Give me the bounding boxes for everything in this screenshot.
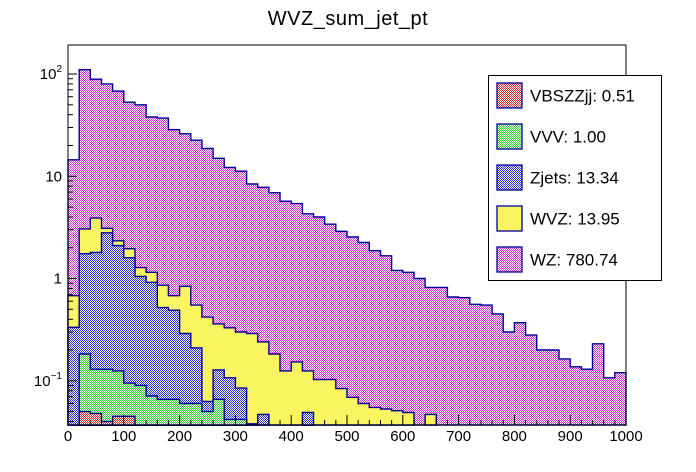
legend-label-VVV: VVV: 1.00	[530, 128, 606, 147]
x-tick-label: 800	[502, 428, 527, 445]
legend-label-VBSZZjj: VBSZZjj: 0.51	[530, 87, 635, 106]
legend-label-WZ: WZ: 780.74	[530, 251, 618, 270]
series-VBSZZjj	[78, 410, 136, 426]
legend-entry-WZ: WZ: 780.74	[496, 246, 618, 273]
x-axis: 0 100 200 300 400 500 600 700 800 900 1000	[64, 415, 643, 445]
x-tick-label: 1000	[609, 428, 642, 445]
series-WVZ-shape	[424, 413, 437, 426]
legend-swatch-Zjets	[496, 164, 523, 191]
series-VBSZZjj-shape	[78, 410, 136, 426]
legend-entry-VBSZZjj: VBSZZjj: 0.51	[496, 82, 635, 109]
x-tick-label: 600	[390, 428, 415, 445]
x-tick-label: 900	[558, 428, 583, 445]
x-tick-label: 0	[64, 428, 72, 445]
y-axis: 102 10 1 10−1	[34, 64, 77, 422]
legend-label-WVZ: WVZ: 13.95	[530, 210, 620, 229]
series-Zjets-shape	[301, 411, 315, 426]
y-tick-label: 1	[54, 271, 62, 288]
legend-entry-WVZ: WVZ: 13.95	[496, 205, 620, 232]
x-tick-label: 200	[167, 428, 192, 445]
x-tick-label: 500	[334, 428, 359, 445]
x-tick-label: 400	[279, 428, 304, 445]
y-tick-label: 102	[40, 64, 63, 83]
plot-title: WVZ_sum_jet_pt	[267, 8, 429, 30]
series-VVV-shape	[78, 353, 248, 426]
legend-swatch-WZ	[496, 246, 523, 273]
x-tick-label: 300	[223, 428, 248, 445]
x-tick-label: 100	[111, 428, 136, 445]
series-VVV	[78, 353, 248, 426]
legend-swatch-WVZ	[496, 205, 523, 232]
legend-entry-Zjets: Zjets: 13.34	[496, 164, 619, 191]
legend-swatch-VBSZZjj	[496, 82, 523, 109]
legend-label-Zjets: Zjets: 13.34	[530, 169, 619, 188]
legend: VBSZZjj: 0.51 VVV: 1.00 Zjets: 13.34 WVZ: 1…	[488, 75, 662, 281]
y-tick-label: 10	[45, 168, 62, 185]
y-tick-label: 10−1	[34, 371, 63, 390]
x-tick-label: 700	[446, 428, 471, 445]
legend-swatch-VVV	[496, 123, 523, 150]
legend-entry-VVV: VVV: 1.00	[496, 123, 606, 150]
